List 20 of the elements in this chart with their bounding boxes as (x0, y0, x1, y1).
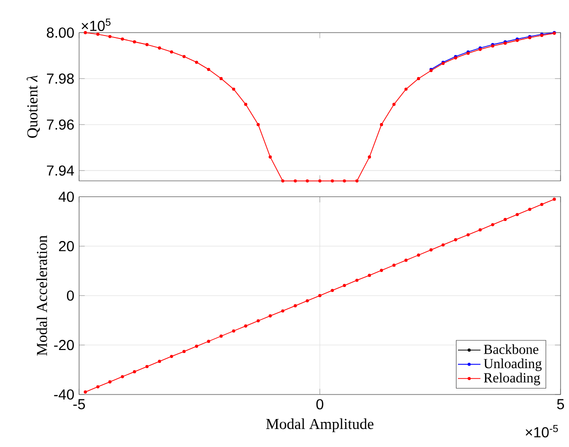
x-tick-label: 0 (316, 399, 324, 410)
x-tick-label: 5 (557, 399, 564, 410)
text: ×10$^{5}$ (82, 18, 110, 32)
x-tick-label: -5 (73, 399, 85, 410)
y-tick-label: 7.96 (46, 120, 74, 130)
y-tick-label: -40 (54, 389, 74, 400)
y-axis-title: Modal Acceleration (36, 235, 48, 356)
x-axis-title: Modal Amplitude (266, 418, 374, 432)
y-tick-label: 40 (58, 192, 74, 202)
legend-label: Unloading (484, 358, 542, 372)
y-tick-label: 20 (59, 241, 74, 252)
legend-label: Reloading (484, 372, 540, 386)
y-tick-label: 7.94 (46, 166, 74, 176)
y-tick-label: 7.98 (46, 74, 74, 84)
text: ×10$^{-5}$ (526, 425, 558, 438)
legend-label: Backbone (484, 344, 538, 354)
y-tick-label: 8.00 (46, 28, 74, 38)
y-tick-label: -20 (54, 340, 74, 350)
y-axis-title: Quotient λ (26, 76, 40, 138)
y-tick-label: 0 (66, 290, 74, 301)
